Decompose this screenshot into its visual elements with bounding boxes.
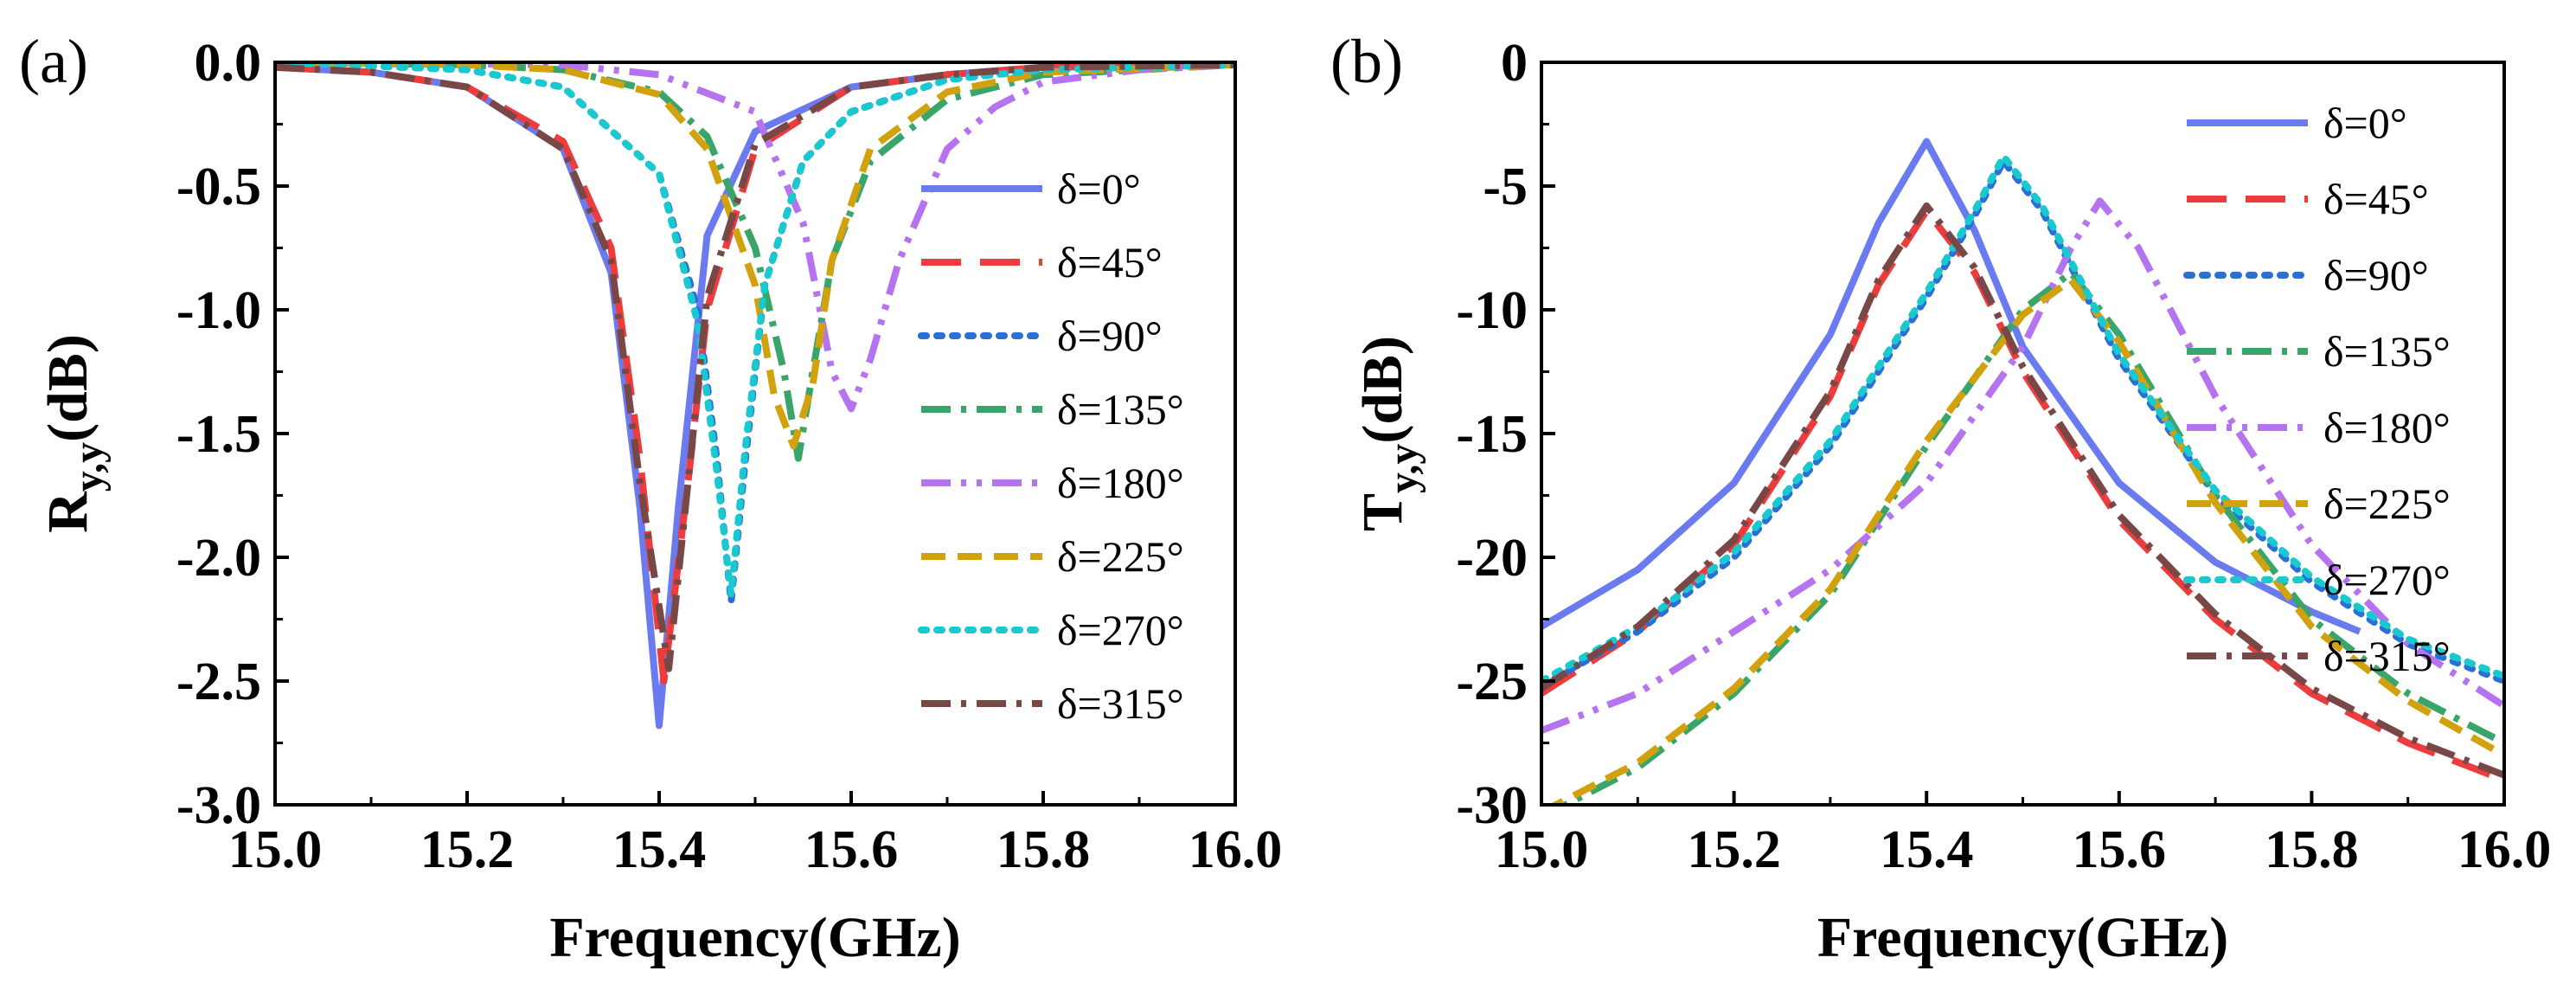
legend-label-2: δ=90° (2323, 251, 2429, 299)
series-line-1 (1541, 207, 2504, 784)
legend-label-1: δ=45° (2323, 175, 2429, 223)
y-tick-label: -25 (1456, 652, 1528, 711)
x-tick-label: 15.2 (1687, 820, 1781, 879)
legend-label-7: δ=315° (2323, 632, 2451, 680)
legend-label-3: δ=135° (2323, 327, 2451, 376)
series-line-6 (1541, 152, 2504, 685)
x-tick-label: 15.6 (804, 820, 899, 879)
y-tick-label: -0.5 (176, 158, 261, 216)
panel-a-reflection-chart: 15.0 15.2 15.4 15.6 15.8 16.0 0.0 -0.5 -1.0 -1.5 -… (19, 27, 1282, 969)
y-tick-label: 0 (1501, 34, 1528, 93)
y-tick-label: -30 (1456, 776, 1528, 835)
y-tick-label: -2.5 (176, 652, 261, 711)
legend-label-5: δ=225° (2323, 479, 2451, 528)
legend-label-3: δ=135° (1057, 385, 1184, 434)
x-tick-label: 15.0 (228, 820, 323, 879)
legend-label-0: δ=0° (2323, 99, 2407, 147)
x-tick-label: 16.0 (2457, 820, 2552, 879)
y-tick-label: -5 (1483, 158, 1528, 216)
y-axis-label-main: T (1351, 493, 1414, 531)
legend-label-4: δ=180° (2323, 403, 2451, 452)
y-axis-label-subscript: y,y (1381, 444, 1426, 493)
series-line-7 (275, 62, 1235, 672)
series-line-2 (1541, 158, 2504, 690)
y-axis-label: Ty,y(dB) (1351, 336, 1426, 531)
legend: δ=0° δ=45° δ=90° δ=135° δ=180° δ=225° δ=270° δ=… (2183, 99, 2451, 680)
x-axis-label: Frequency(GHz) (1817, 906, 2228, 969)
series-line-7 (1541, 202, 2504, 779)
x-tick-label: 15.6 (2073, 820, 2167, 879)
legend-label-1: δ=45° (1057, 238, 1163, 286)
legend-label-6: δ=270° (1057, 606, 1184, 654)
y-axis-label-main: R (36, 491, 99, 533)
series-line-1 (275, 62, 1235, 685)
series-line-4 (1541, 197, 2504, 734)
x-tick-label: 16.0 (1189, 820, 1283, 879)
y-tick-label: -1.0 (176, 281, 261, 340)
series-line-6 (275, 62, 1235, 598)
x-tick-label: 15.8 (996, 820, 1091, 879)
legend-label-5: δ=225° (1057, 532, 1184, 581)
x-tick-label: 15.8 (2265, 820, 2359, 879)
x-tick-label: 15.0 (1495, 820, 1589, 879)
x-tick-label: 15.2 (420, 820, 515, 879)
y-axis-label-unit: (dB) (1351, 336, 1414, 444)
series-line-5 (275, 62, 1235, 450)
legend-label-4: δ=180° (1057, 459, 1184, 507)
legend-label-6: δ=270° (2323, 556, 2451, 604)
y-axis-label-subscript: y,y (66, 442, 112, 492)
y-tick-label: -10 (1456, 281, 1528, 340)
panel-b-transmission-chart: 15.0 15.2 15.4 15.6 15.8 16.0 0 -5 -10 -15 -20 -25 -… (1330, 27, 2551, 969)
y-tick-label: -2.0 (176, 529, 261, 588)
y-axis-label-unit: (dB) (36, 334, 99, 442)
x-tick-label: 15.4 (1880, 820, 1974, 879)
series-line-3 (1558, 269, 2504, 805)
series-group (1541, 138, 2504, 805)
panel-label: (a) (19, 27, 88, 96)
y-tick-label: 0.0 (195, 34, 262, 93)
legend-label-2: δ=90° (1057, 312, 1163, 360)
x-axis-label: Frequency(GHz) (549, 906, 960, 969)
y-tick-label: -20 (1456, 529, 1528, 588)
series-line-5 (1548, 276, 2504, 805)
x-tick-label: 15.4 (612, 820, 707, 879)
legend: δ=0° δ=45° δ=90° δ=135° δ=180° δ=225° δ=270° δ=… (918, 164, 1184, 728)
legend-label-0: δ=0° (1057, 164, 1141, 213)
y-tick-label: -1.5 (176, 405, 261, 464)
y-tick-label: -3.0 (176, 776, 261, 835)
legend-label-7: δ=315° (1057, 679, 1184, 728)
panel-label: (b) (1330, 27, 1403, 96)
y-axis-label: Ry,y(dB) (36, 334, 112, 533)
series-line-0 (1541, 138, 2361, 635)
y-tick-label: -15 (1456, 405, 1528, 464)
series-group (275, 62, 1235, 730)
